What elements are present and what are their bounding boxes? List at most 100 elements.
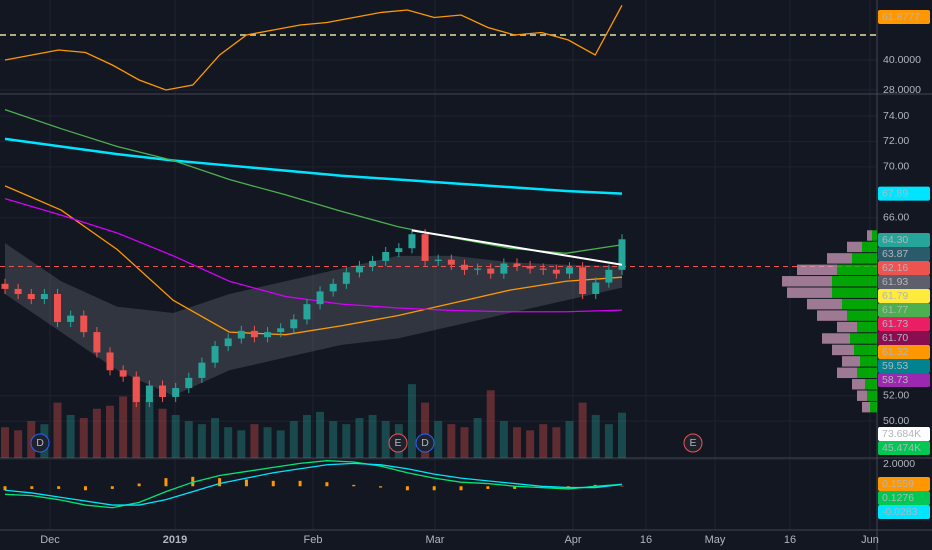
x-tick-label: Feb (304, 534, 323, 546)
volume-bar (512, 427, 521, 458)
volume-profile-up (832, 287, 877, 298)
volume-bar (53, 402, 62, 458)
volume-bar (368, 414, 377, 458)
volume-bar (618, 412, 626, 458)
candle-body (290, 319, 298, 329)
volume-profile-down (797, 264, 837, 276)
volume-bar (106, 405, 115, 458)
volume-bar (355, 418, 364, 458)
candle-body (145, 385, 153, 403)
volume-bar (316, 411, 325, 458)
volume-bar (381, 421, 390, 458)
candle-body (54, 293, 62, 322)
candle-body (93, 332, 101, 353)
candle-body (605, 269, 613, 283)
y-tick-label: 52.00 (883, 389, 909, 401)
volume-label: 45.474K (882, 442, 921, 454)
candle-body (513, 263, 521, 267)
volume-profile-up (837, 264, 877, 276)
volume-bar (565, 421, 574, 458)
event-marker (683, 433, 703, 453)
volume-profile-down (857, 390, 867, 401)
event-label: D (36, 437, 44, 449)
candle-body (211, 346, 219, 363)
volume-bar (145, 399, 154, 458)
volume-bar (421, 402, 430, 458)
price-label: 61.77 (882, 304, 908, 316)
volume-profile-down (827, 253, 852, 264)
volume-profile-down (842, 356, 860, 367)
candle-body (1, 283, 9, 289)
price-label-bg (878, 247, 930, 261)
volume-profile-up (852, 253, 877, 264)
volume-bar (276, 430, 285, 458)
price-label: 63.87 (882, 248, 908, 260)
macd-value-label-bg (878, 477, 930, 491)
volume-bar (407, 384, 416, 458)
macd-value-label: -0.0283 (882, 506, 918, 518)
volume-bar (604, 424, 613, 458)
volume-bar (263, 427, 272, 458)
ichimoku-cloud (5, 243, 622, 396)
candle-body (119, 370, 127, 377)
volume-label-bg (878, 427, 930, 441)
event-label: E (689, 437, 696, 449)
event-marker (388, 433, 408, 453)
candle-body (474, 268, 482, 270)
candle-body (487, 268, 495, 274)
volume-bar (329, 421, 338, 458)
volume-bar (578, 402, 587, 458)
moving-average (4, 137, 623, 195)
histogram-bar (352, 484, 356, 487)
volume-bar (447, 424, 456, 458)
candle-body (579, 267, 587, 294)
x-tick-label: 16 (640, 534, 652, 546)
histogram-bar (191, 476, 195, 487)
histogram-bar (513, 486, 517, 489)
x-tick-label: 16 (784, 534, 796, 546)
volume-bar (302, 414, 311, 458)
candle-body (132, 376, 140, 403)
macd-value-label: 0.1559 (882, 478, 914, 490)
volume-bar (1, 427, 9, 458)
candle-body (159, 385, 167, 397)
candle-body (447, 259, 455, 265)
volume-profile-down (862, 401, 870, 413)
price-label-bg (878, 359, 930, 373)
price-label-bg (878, 233, 930, 247)
macd-value-label: 0.1276 (882, 492, 914, 504)
histogram-bar (566, 486, 570, 488)
oscillator-value-label-bg (878, 10, 930, 24)
price-label-bg (878, 303, 930, 317)
price-label: 64.30 (882, 234, 908, 246)
volume-bar (184, 421, 193, 458)
candle-body (369, 260, 377, 267)
price-label: 59.53 (882, 360, 908, 372)
candle-body (329, 283, 337, 292)
price-label-bg (878, 345, 930, 359)
x-tick-label: Jun (861, 534, 879, 546)
histogram-bar (137, 483, 141, 487)
y-tick-label: 28.0000 (883, 84, 921, 96)
axis-price-label-bg (878, 186, 930, 201)
candle-body (539, 268, 547, 270)
volume-label-bg (878, 441, 930, 455)
candle-body (14, 288, 22, 294)
histogram-bar (298, 480, 302, 487)
moving-average (4, 109, 623, 254)
candle-body (526, 266, 534, 269)
candle-body (434, 259, 442, 261)
volume-bar (499, 421, 508, 458)
histogram-bar (593, 484, 597, 487)
volume-label: 73.684K (882, 428, 921, 440)
histogram-bar (379, 486, 383, 488)
volume-profile-up (832, 276, 877, 287)
candle-body (316, 291, 324, 305)
y-tick-label: 50.00 (883, 415, 909, 427)
volume-bar (158, 408, 167, 458)
histogram-bar (620, 485, 624, 487)
y-tick-label: 70.00 (883, 161, 909, 173)
y-tick-label: 74.00 (883, 110, 909, 122)
volume-profile-up (867, 390, 877, 401)
